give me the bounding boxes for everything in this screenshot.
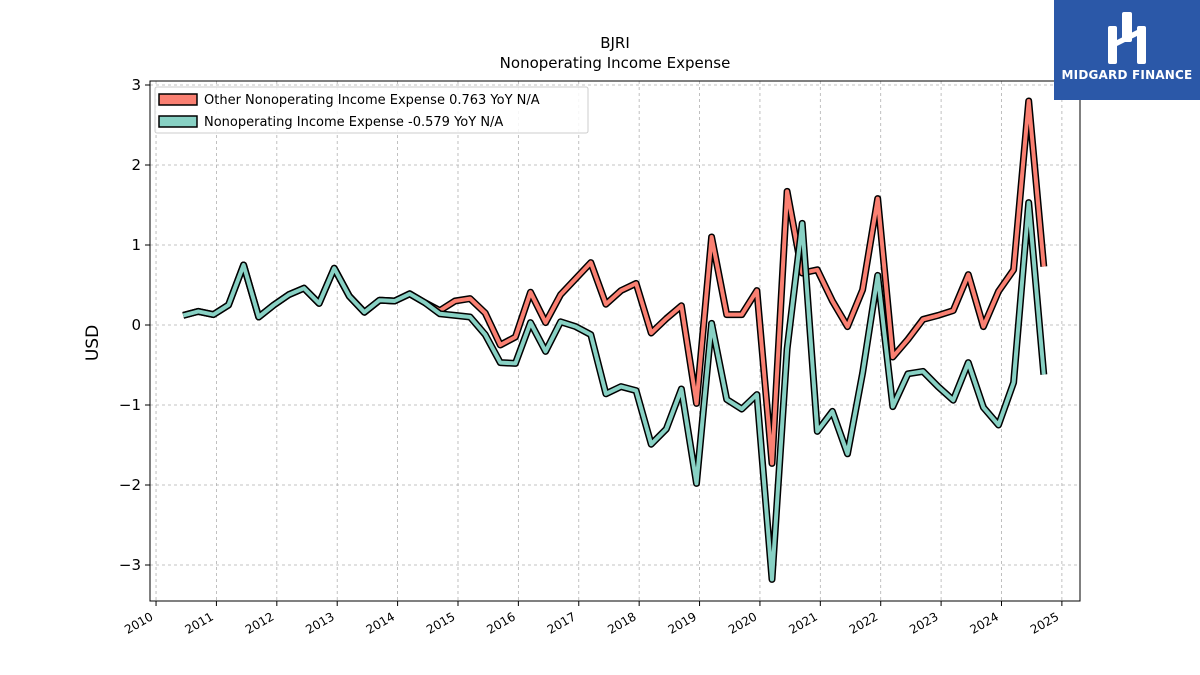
y-tick-label: −3 xyxy=(119,556,141,574)
brand-logo: MIDGARD FINANCE xyxy=(1054,0,1200,100)
series-line-nonoperating xyxy=(182,200,1046,582)
x-tick-label: 2022 xyxy=(847,609,880,636)
series-line-other-nonoperating xyxy=(182,99,1046,466)
x-tick-label: 2017 xyxy=(545,609,578,636)
x-tick-label: 2012 xyxy=(243,609,276,636)
x-tick-label: 2014 xyxy=(364,609,397,636)
legend-label-nonoperating: Nonoperating Income Expense -0.579 YoY N… xyxy=(204,115,503,130)
x-tick-label: 2023 xyxy=(907,609,940,636)
chart-title: BJRI xyxy=(600,34,630,52)
legend: Other Nonoperating Income Expense 0.763 … xyxy=(154,86,589,134)
chart-subtitle: Nonoperating Income Expense xyxy=(500,54,731,72)
x-tick-label: 2011 xyxy=(182,609,215,636)
y-tick-label: 0 xyxy=(131,316,141,334)
x-tick-label: 2015 xyxy=(424,609,457,636)
x-tick-label: 2024 xyxy=(968,609,1001,636)
y-tick-label: −2 xyxy=(119,476,141,494)
x-tick-label: 2016 xyxy=(484,609,517,636)
x-tick-label: 2019 xyxy=(666,609,699,636)
legend-box xyxy=(154,86,589,134)
y-tick-label: −1 xyxy=(119,396,141,414)
legend-swatch-nonoperating xyxy=(158,115,198,128)
series-line-outline xyxy=(182,97,1048,467)
legend-swatch-other-nonoperating xyxy=(158,93,198,106)
x-tick-label: 2013 xyxy=(303,609,336,636)
x-axis: 2010 2011 2012 2013 2014 2015 2016 2017 2018 2019… xyxy=(122,601,1063,637)
x-tick-label: 2010 xyxy=(122,609,155,636)
y-tick-label: 3 xyxy=(131,76,141,94)
plot-frame xyxy=(149,80,1081,602)
x-tick-label: 2021 xyxy=(786,609,819,636)
x-tick-label: 2020 xyxy=(726,609,759,636)
brand-name: MIDGARD FINANCE xyxy=(1061,68,1193,82)
x-tick-label: 2018 xyxy=(605,609,638,636)
midgard-logo-icon xyxy=(1108,12,1146,64)
series-layer xyxy=(182,97,1048,583)
y-axis: −3 −2 −1 0 1 2 3 xyxy=(119,76,150,574)
x-tick-label: 2025 xyxy=(1028,609,1061,636)
y-tick-label: 2 xyxy=(131,156,141,174)
y-axis-label: USD xyxy=(83,325,103,361)
legend-label-other-nonoperating: Other Nonoperating Income Expense 0.763 … xyxy=(204,93,540,108)
y-tick-label: 1 xyxy=(131,236,141,254)
grid xyxy=(150,81,1080,601)
